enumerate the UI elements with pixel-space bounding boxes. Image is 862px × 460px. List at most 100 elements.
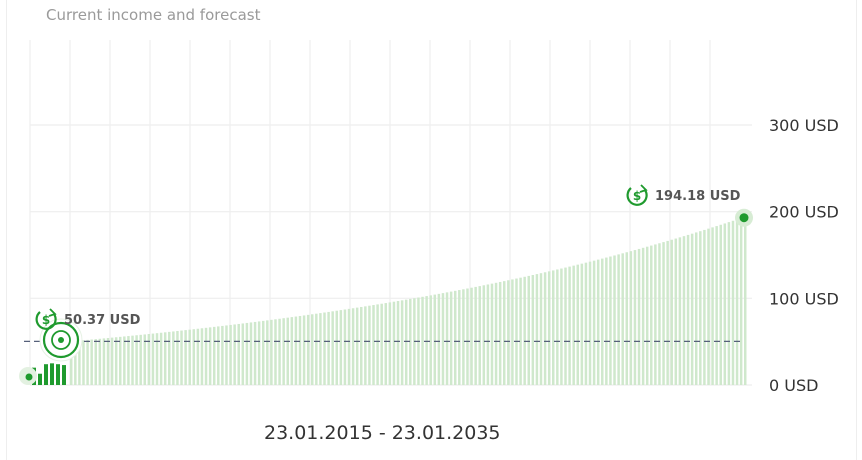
forecast-bar <box>172 331 175 385</box>
current-bar <box>62 365 66 385</box>
forecast-bar <box>511 279 514 385</box>
forecast-bar <box>364 306 367 385</box>
forecast-bar <box>229 324 232 385</box>
forecast-bar <box>596 259 600 385</box>
forecast-bar <box>560 268 563 385</box>
current-bar <box>50 363 54 385</box>
forecast-bar <box>744 216 747 385</box>
forecast-bar <box>572 265 575 385</box>
forecast-bar <box>286 317 289 385</box>
current-marker-ring <box>42 321 80 359</box>
forecast-bar <box>678 237 682 385</box>
forecast-bar <box>494 282 498 385</box>
forecast-bar <box>478 286 481 385</box>
forecast-bar <box>253 321 257 385</box>
forecast-bar <box>114 337 118 385</box>
forecast-bar <box>315 313 318 385</box>
forecast-bar <box>486 284 490 385</box>
forecast-bar <box>719 224 722 385</box>
forecast-bar <box>212 326 216 385</box>
forecast-bar <box>266 320 269 385</box>
forecast-bar <box>519 277 522 385</box>
forecast-bar <box>184 330 187 385</box>
forecast-bar <box>151 333 155 385</box>
forecast-bar <box>641 247 645 385</box>
forecast-bar <box>723 223 727 385</box>
forecast-bar <box>98 338 102 385</box>
forecast-bar <box>245 322 249 385</box>
forecast-bar <box>233 324 236 385</box>
forecast-bar <box>670 239 673 385</box>
forecast-bar <box>302 315 306 385</box>
forecast-bar <box>727 222 731 385</box>
forecast-bar <box>601 258 604 385</box>
forecast-bar <box>466 288 469 385</box>
forecast-bar <box>662 242 665 385</box>
forecast-bar <box>180 330 183 385</box>
forecast-bar <box>568 266 571 385</box>
forecast-bar <box>306 314 310 385</box>
forecast-bar <box>351 308 355 385</box>
forecast-bar <box>482 285 486 385</box>
forecast-bar <box>621 253 624 385</box>
forecast-bar <box>453 290 457 385</box>
forecast-bar <box>106 338 110 385</box>
forecast-bar <box>462 289 465 385</box>
forecast-bar <box>241 323 245 385</box>
forecast-bar <box>102 338 106 385</box>
forecast-bar <box>433 294 437 385</box>
income-forecast-chart: 0 USD 100 USD 200 USD 300 USD $50.37 USD $ 19… <box>19 40 839 395</box>
forecast-bar <box>176 331 179 385</box>
forecast-bar <box>384 303 388 385</box>
forecast-bar <box>200 328 204 385</box>
forecast-bar <box>123 336 126 385</box>
forecast-bar <box>331 311 334 385</box>
forecast-bar <box>188 329 191 385</box>
current-marker-inner <box>51 330 71 350</box>
forecast-bar <box>739 218 743 385</box>
forecast-bar <box>703 229 706 385</box>
forecast-bar <box>196 328 200 385</box>
forecast-bar <box>400 300 404 385</box>
y-axis: 0 USD 100 USD 200 USD 300 USD <box>769 116 839 395</box>
forecast-bar <box>380 303 383 385</box>
forecast-bar <box>441 293 445 385</box>
forecast-bar <box>666 240 669 385</box>
forecast-bar <box>588 261 592 385</box>
forecast-bar <box>674 238 678 385</box>
forecast-bar <box>86 339 89 385</box>
forecast-bar <box>278 318 281 385</box>
forecast-bar <box>368 305 371 385</box>
forecast-bar <box>502 281 506 385</box>
current-marker-dot <box>58 337 64 343</box>
forecast-bar <box>654 244 657 385</box>
forecast-bar <box>490 283 494 385</box>
markers: $50.37 USD $ 194.18 USD <box>19 184 753 385</box>
forecast-bar <box>650 245 653 385</box>
forecast-bar <box>633 250 637 385</box>
forecast-bar <box>159 332 163 385</box>
forecast-bar <box>78 340 81 385</box>
dollar-cycle-icon: $ <box>626 184 648 206</box>
current-bar <box>44 364 48 385</box>
forecast-bar <box>617 254 620 385</box>
dollar-cycle-icon: $ <box>35 308 57 330</box>
forecast-bar <box>470 287 473 385</box>
forecast-bar <box>609 256 612 385</box>
forecast-bar <box>294 316 298 385</box>
forecast-bar <box>498 281 502 385</box>
dollar-sign: $ <box>633 189 641 203</box>
forecast-bar <box>449 291 453 385</box>
forecast-bar <box>474 286 477 385</box>
forecast-bar <box>163 332 167 385</box>
forecast-bar <box>547 271 551 385</box>
y-tick-label: 300 USD <box>769 116 839 135</box>
forecast-bar <box>282 318 285 385</box>
forecast-bar <box>396 301 400 385</box>
forecast-bar <box>715 226 718 385</box>
forecast-bar <box>645 246 649 385</box>
forecast-bar <box>127 336 130 385</box>
forecast-bar <box>711 227 714 385</box>
forecast-bar <box>531 275 535 385</box>
forecast-value-label: 194.18 USD <box>655 189 741 204</box>
